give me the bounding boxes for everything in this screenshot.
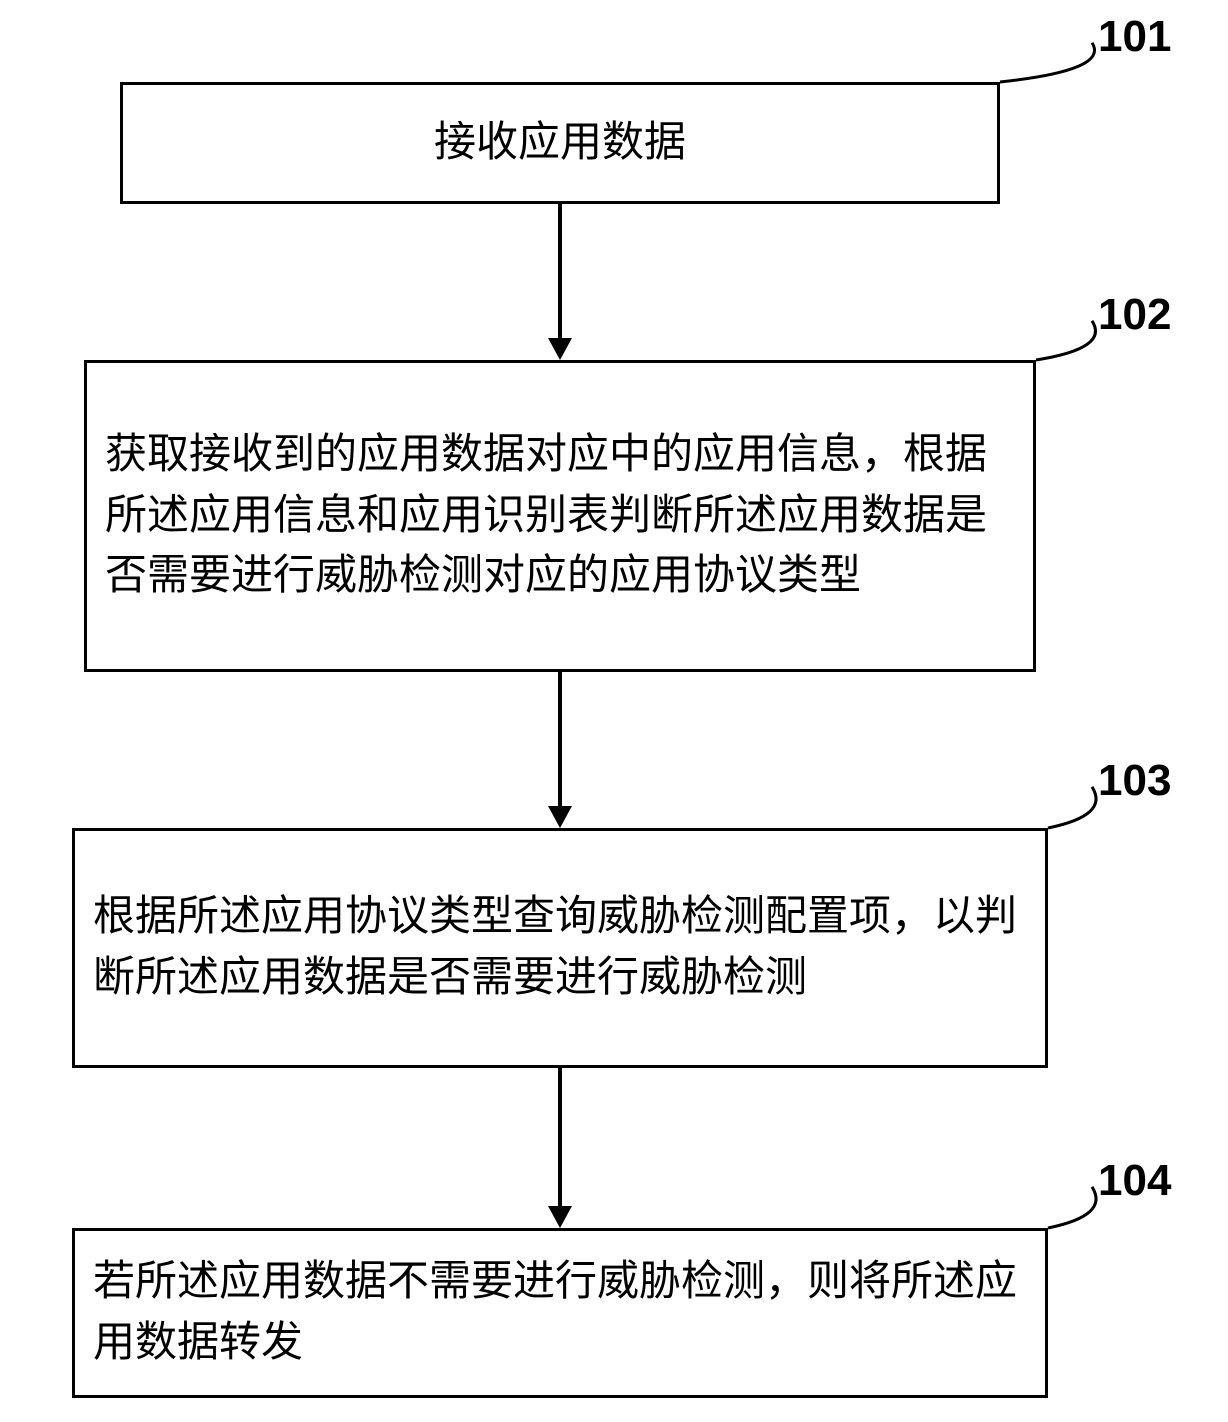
flow-node-1: 接收应用数据 <box>120 82 1000 204</box>
flow-node-3: 根据所述应用协议类型查询威胁检测配置项，以判断所述应用数据是否需要进行威胁检测 <box>72 828 1048 1068</box>
step-label-102: 102 <box>1098 290 1171 340</box>
step-label-101: 101 <box>1098 12 1171 62</box>
flow-node-2-text: 获取接收到的应用数据对应中的应用信息，根据所述应用信息和应用识别表判断所述应用数… <box>105 425 1015 608</box>
step-label-104: 104 <box>1098 1156 1171 1206</box>
flow-node-2: 获取接收到的应用数据对应中的应用信息，根据所述应用信息和应用识别表判断所述应用数… <box>84 360 1036 672</box>
flow-node-4: 若所述应用数据不需要进行威胁检测，则将所述应用数据转发 <box>72 1228 1048 1398</box>
flow-node-1-text: 接收应用数据 <box>141 113 979 174</box>
step-label-103: 103 <box>1098 756 1171 806</box>
callout-connectors <box>0 0 1228 1422</box>
flow-node-4-text: 若所述应用数据不需要进行威胁检测，则将所述应用数据转发 <box>93 1252 1027 1374</box>
flow-node-3-text: 根据所述应用协议类型查询威胁检测配置项，以判断所述应用数据是否需要进行威胁检测 <box>93 887 1027 1009</box>
